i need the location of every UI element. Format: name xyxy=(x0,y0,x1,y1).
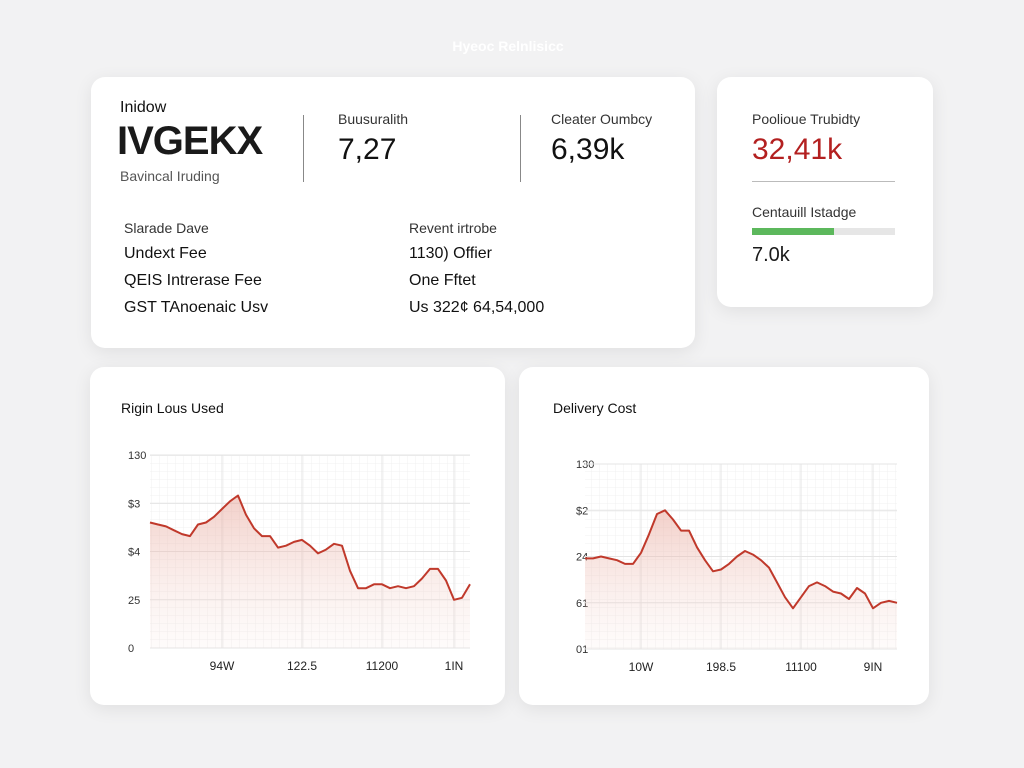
divider xyxy=(303,115,304,182)
line xyxy=(585,509,898,610)
y-tick-label: 0 xyxy=(128,643,134,655)
stat-label: Buusuralith xyxy=(338,111,409,127)
progress-label: Centauill Istadge xyxy=(752,204,857,220)
separator xyxy=(752,181,895,182)
x-tick-label: 11200 xyxy=(366,659,399,673)
area xyxy=(585,510,897,649)
side-label: Poolioue Trubidty xyxy=(752,111,861,127)
line xyxy=(149,494,471,601)
caption: Bavincal Iruding xyxy=(120,168,220,184)
page-title: Hyeoc Relnlisicc xyxy=(452,38,564,54)
summary-card xyxy=(91,77,695,348)
stat-value: 7,27 xyxy=(338,133,397,166)
divider xyxy=(520,115,521,182)
y-tick-label: 130 xyxy=(128,450,146,462)
chart-title: Rigin Lous Used xyxy=(121,400,224,416)
progress-bar xyxy=(752,228,834,235)
list-heading: Revent irtrobe xyxy=(409,220,497,236)
stat-value: 6,39k xyxy=(551,133,625,166)
progress-track xyxy=(752,228,895,235)
y-tick-label: 25 xyxy=(128,595,140,607)
x-tick-label: 9IN xyxy=(864,660,883,674)
x-tick-label: 198.5 xyxy=(706,660,736,674)
stat-label: Cleater Oumbcy xyxy=(551,111,653,127)
x-tick-label: 94W xyxy=(210,659,235,673)
brand: IVGEKX xyxy=(117,119,263,163)
x-tick-label: 122.5 xyxy=(287,659,317,673)
list-item: One Fftet xyxy=(409,272,476,289)
y-tick-label: 130 xyxy=(576,459,594,471)
y-tick-label: $2 xyxy=(576,505,588,517)
x-tick-label: 1IN xyxy=(445,659,464,673)
list-item: QEIS Intrerase Fee xyxy=(124,272,262,289)
list-item: Undext Fee xyxy=(124,245,207,262)
list-heading: Slarade Dave xyxy=(124,220,209,236)
list-item: 1130) Offier xyxy=(409,245,493,262)
y-tick-label: $4 xyxy=(128,547,140,559)
progress-value: 7.0k xyxy=(752,244,790,266)
side-card xyxy=(717,77,933,307)
side-value: 32,41k xyxy=(752,133,843,166)
x-tick-label: 10W xyxy=(629,660,654,674)
chart-title: Delivery Cost xyxy=(553,400,636,416)
eyebrow: Inidow xyxy=(120,99,167,116)
area xyxy=(150,495,470,648)
y-tick-label: $3 xyxy=(128,498,140,510)
x-tick-label: 11100 xyxy=(785,660,817,674)
list-item: GST TAnoenaic Usv xyxy=(124,299,269,316)
list-item: Us 322¢ 64,54,000 xyxy=(409,299,545,316)
